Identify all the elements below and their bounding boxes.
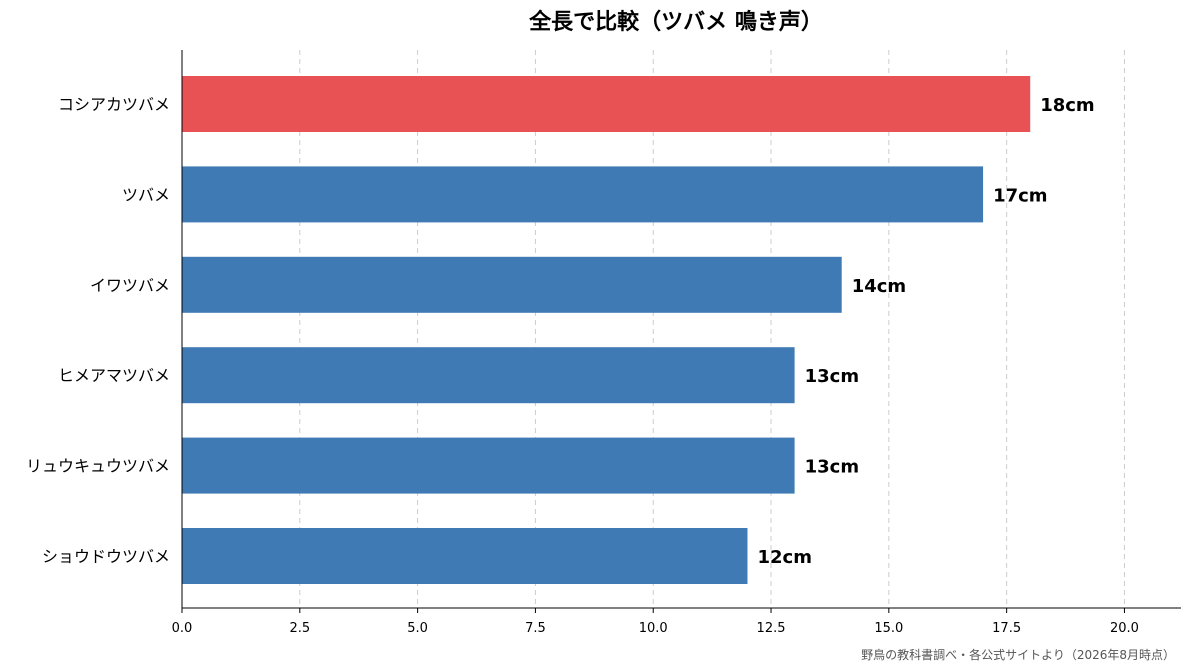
category-label: リュウキュウツバメ [26, 457, 170, 476]
bar [182, 347, 795, 404]
value-labels: 18cm 17cm 14cm 13cm 13cm 12cm [757, 95, 1094, 568]
x-tick-label: 12.5 [757, 621, 786, 636]
bar [182, 437, 795, 494]
value-label: 13cm [805, 366, 859, 387]
value-label: 12cm [757, 547, 811, 568]
source-note: 野鳥の教科書調べ・各公式サイトより（2026年8月時点） [861, 647, 1175, 662]
x-tick-labels: 0.0 2.5 5.0 7.5 10.0 12.5 15.0 17.5 20.0 [172, 621, 1139, 636]
category-label: ショウドウツバメ [42, 547, 170, 566]
value-label: 17cm [993, 185, 1047, 206]
chart-title: 全長で比較（ツバメ 鳴き声） [528, 9, 823, 35]
bar [182, 76, 1031, 132]
category-label: イワツバメ [90, 276, 170, 295]
value-label: 14cm [852, 276, 906, 297]
x-tick-label: 0.0 [172, 621, 193, 636]
x-tick-label: 20.0 [1110, 621, 1139, 636]
category-label: ヒメアマツバメ [58, 366, 170, 385]
x-tick-label: 10.0 [639, 621, 668, 636]
x-tick-label: 17.5 [992, 621, 1021, 636]
x-tick-label: 2.5 [289, 621, 310, 636]
x-tick-label: 7.5 [525, 621, 546, 636]
value-label: 13cm [805, 457, 859, 478]
grid-lines [299, 50, 1125, 608]
category-label: コシアカツバメ [58, 95, 170, 114]
category-label: ツバメ [122, 185, 170, 204]
bar [182, 528, 748, 584]
value-label: 18cm [1040, 95, 1094, 116]
bars [182, 76, 1031, 584]
bar [182, 166, 984, 223]
bar [182, 256, 842, 313]
axes [181, 50, 1181, 613]
x-tick-label: 15.0 [874, 621, 903, 636]
x-tick-label: 5.0 [407, 621, 428, 636]
